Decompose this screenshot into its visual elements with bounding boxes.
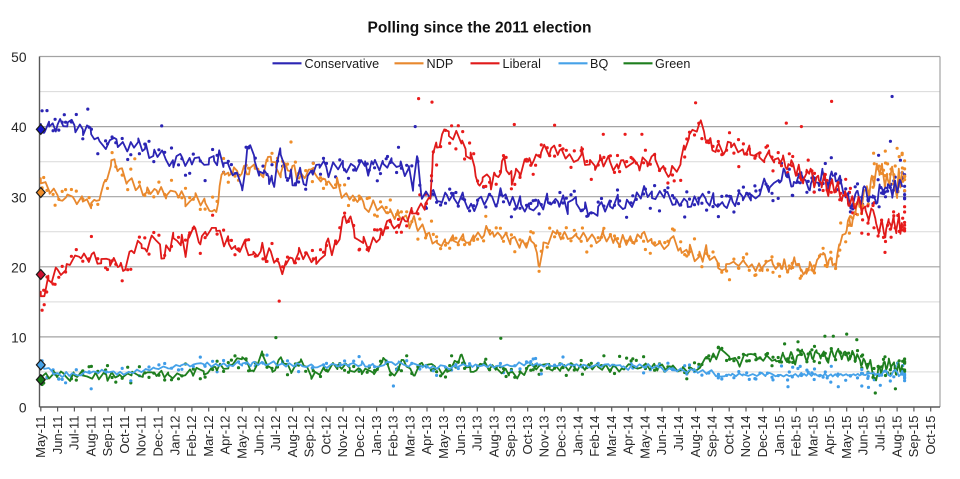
svg-text:Jun-11: Jun-11 [50, 416, 65, 455]
svg-text:May-13: May-13 [436, 416, 451, 459]
svg-text:50: 50 [11, 50, 27, 65]
svg-text:Feb-14: Feb-14 [587, 416, 602, 457]
svg-text:Jan-13: Jan-13 [369, 416, 384, 456]
svg-text:Feb-12: Feb-12 [184, 416, 199, 457]
svg-text:Jul-11: Jul-11 [67, 416, 82, 450]
svg-text:Apr-15: Apr-15 [822, 416, 837, 455]
svg-text:May-14: May-14 [637, 416, 652, 459]
svg-text:Jan-12: Jan-12 [167, 416, 182, 456]
svg-text:Aug-11: Aug-11 [83, 416, 98, 457]
svg-text:NDP: NDP [427, 57, 454, 71]
svg-text:Jun-15: Jun-15 [856, 416, 871, 456]
svg-text:Mar-13: Mar-13 [402, 416, 417, 457]
svg-text:Nov-14: Nov-14 [738, 416, 753, 458]
svg-text:Jul-13: Jul-13 [470, 416, 485, 451]
svg-text:Jun-12: Jun-12 [251, 416, 266, 456]
svg-text:May-15: May-15 [839, 416, 854, 459]
svg-text:Sep-14: Sep-14 [705, 416, 720, 458]
svg-text:Jul-12: Jul-12 [268, 416, 283, 451]
svg-text:Oct-15: Oct-15 [923, 416, 938, 455]
svg-text:Sep-12: Sep-12 [302, 416, 317, 458]
svg-text:Mar-12: Mar-12 [201, 416, 216, 457]
svg-text:Mar-15: Mar-15 [805, 416, 820, 457]
svg-text:Jun-14: Jun-14 [654, 416, 669, 456]
svg-text:Apr-13: Apr-13 [419, 416, 434, 455]
svg-text:Liberal: Liberal [503, 57, 542, 71]
svg-text:Feb-13: Feb-13 [386, 416, 401, 457]
svg-text:Aug-14: Aug-14 [688, 416, 703, 458]
svg-text:Jan-15: Jan-15 [772, 416, 787, 456]
svg-text:Jul-15: Jul-15 [873, 416, 888, 451]
svg-text:May-11: May-11 [33, 416, 48, 458]
svg-text:Jul-14: Jul-14 [671, 416, 686, 451]
svg-text:Dec-14: Dec-14 [755, 416, 770, 458]
svg-text:Green: Green [655, 57, 691, 71]
svg-text:Feb-15: Feb-15 [789, 416, 804, 457]
svg-text:Conservative: Conservative [305, 57, 380, 71]
svg-text:Jun-13: Jun-13 [453, 416, 468, 456]
svg-text:Nov-13: Nov-13 [537, 416, 552, 458]
svg-text:Sep-13: Sep-13 [503, 416, 518, 458]
svg-text:Dec-12: Dec-12 [352, 416, 367, 458]
svg-text:10: 10 [11, 331, 27, 346]
svg-text:Mar-14: Mar-14 [604, 416, 619, 457]
svg-text:Polling since the 2011 electio: Polling since the 2011 election [368, 20, 592, 37]
svg-text:0: 0 [19, 401, 27, 416]
svg-text:Oct-11: Oct-11 [117, 416, 132, 454]
svg-text:Aug-12: Aug-12 [285, 416, 300, 458]
svg-text:May-12: May-12 [235, 416, 250, 459]
svg-text:BQ: BQ [590, 57, 608, 71]
svg-text:Nov-11: Nov-11 [134, 416, 149, 457]
svg-text:Nov-12: Nov-12 [335, 416, 350, 458]
svg-text:Dec-11: Dec-11 [151, 416, 166, 457]
svg-text:Apr-12: Apr-12 [218, 416, 233, 455]
svg-text:Sep-11: Sep-11 [100, 416, 115, 457]
svg-text:Dec-13: Dec-13 [554, 416, 569, 458]
svg-text:Oct-13: Oct-13 [520, 416, 535, 455]
svg-text:20: 20 [11, 260, 27, 275]
svg-text:Oct-14: Oct-14 [721, 416, 736, 455]
svg-text:Aug-15: Aug-15 [889, 416, 904, 458]
svg-text:30: 30 [11, 190, 27, 205]
svg-text:Oct-12: Oct-12 [318, 416, 333, 455]
svg-text:Apr-14: Apr-14 [621, 416, 636, 455]
svg-text:Jan-14: Jan-14 [570, 416, 585, 456]
svg-text:Aug-13: Aug-13 [486, 416, 501, 458]
svg-text:40: 40 [11, 120, 27, 135]
svg-text:Sep-15: Sep-15 [906, 416, 921, 458]
